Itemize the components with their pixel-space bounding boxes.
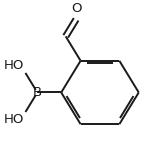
Text: O: O	[71, 2, 81, 15]
Text: HO: HO	[4, 113, 24, 126]
Text: B: B	[33, 86, 42, 99]
Text: HO: HO	[4, 59, 24, 72]
